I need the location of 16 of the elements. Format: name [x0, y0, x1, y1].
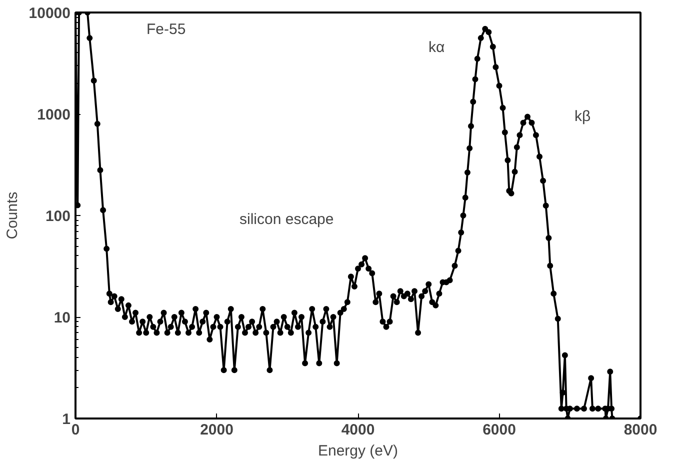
x-tick-label: 6000 — [482, 422, 516, 438]
x-axis-title: Energy (eV) — [318, 442, 398, 460]
x-tick-label: 8000 — [624, 422, 658, 438]
x-tick-label: 2000 — [200, 422, 234, 438]
y-axis-title: Counts — [4, 192, 21, 240]
y-tick-label: 10 — [54, 310, 71, 326]
y-tick-label: 100 — [45, 208, 71, 225]
annotation: kα — [428, 39, 445, 56]
y-tick-label: 10000 — [28, 5, 71, 22]
annotation: kβ — [574, 108, 591, 125]
annotation: Fe-55 — [146, 21, 186, 38]
x-tick-label: 0 — [71, 422, 80, 438]
x-tick-label: 4000 — [341, 422, 375, 438]
annotation: silicon escape — [240, 211, 334, 228]
y-tick-label: 1000 — [37, 106, 71, 124]
y-tick-label: 1 — [62, 411, 70, 428]
